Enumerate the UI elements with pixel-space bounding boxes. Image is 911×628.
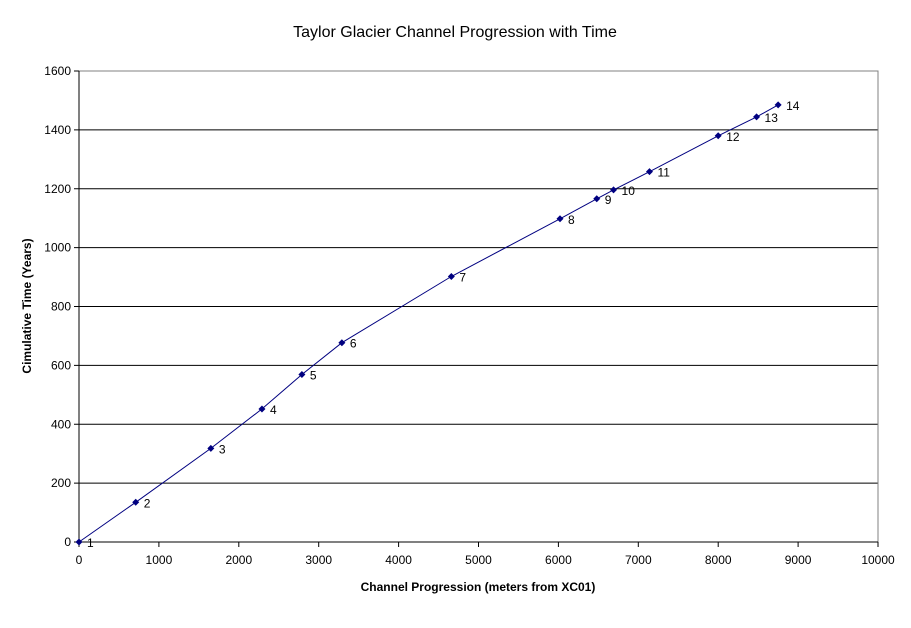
data-point-marker: [447, 272, 455, 280]
data-point-marker: [298, 371, 306, 379]
y-tick-label: 1200: [44, 182, 71, 196]
series-line: [78, 104, 779, 543]
y-tick-label: 0: [64, 535, 71, 549]
y-tick-label: 400: [51, 417, 71, 431]
data-point-marker: [75, 538, 83, 546]
x-tick-label: 4000: [385, 553, 412, 567]
data-point-label: 4: [270, 403, 277, 417]
x-tick-label: 5000: [465, 553, 492, 567]
data-point-label: 1: [87, 536, 94, 550]
x-tick-label: 1000: [146, 553, 173, 567]
data-point-marker: [774, 101, 782, 109]
x-tick-label: 0: [76, 553, 83, 567]
x-tick-label: 8000: [705, 553, 732, 567]
data-point-label: 11: [657, 166, 670, 180]
data-point-label: 10: [622, 184, 636, 198]
data-point-marker: [258, 405, 266, 413]
y-axis-label: Cimulative Time (Years): [20, 238, 34, 373]
data-point-marker: [593, 195, 601, 203]
data-point-marker: [132, 498, 140, 506]
data-point-label: 6: [350, 337, 357, 351]
x-tick-label: 2000: [225, 553, 252, 567]
data-point-label: 12: [726, 130, 740, 144]
y-tick-label: 800: [51, 300, 71, 314]
data-point-label: 5: [310, 369, 317, 383]
data-point-marker: [338, 339, 346, 347]
y-tick-label: 1000: [44, 241, 71, 255]
x-tick-label: 3000: [305, 553, 332, 567]
data-point-label: 14: [786, 99, 800, 113]
data-point-marker: [207, 444, 215, 452]
data-point-label: 8: [568, 213, 575, 227]
x-axis-label: Channel Progression (meters from XC01): [361, 580, 596, 594]
data-point-label: 9: [605, 193, 612, 207]
y-tick-label: 1600: [44, 64, 71, 78]
data-point-marker: [556, 215, 564, 223]
data-point-marker: [610, 186, 618, 194]
y-tick-label: 200: [51, 476, 71, 490]
chart-title: Taylor Glacier Channel Progression with …: [293, 24, 617, 41]
data-point-marker: [714, 132, 722, 140]
data-point-marker: [645, 168, 653, 176]
grid-layer: [79, 70, 878, 484]
data-point-label: 7: [459, 270, 466, 284]
x-tick-label: 7000: [625, 553, 652, 567]
x-tick-label: 6000: [545, 553, 572, 567]
x-tick-label: 10000: [861, 553, 895, 567]
data-point-label: 2: [144, 496, 151, 510]
y-tick-label: 600: [51, 358, 71, 372]
data-point-label: 13: [765, 111, 779, 125]
x-tick-label: 9000: [785, 553, 812, 567]
data-point-label: 3: [219, 442, 226, 456]
y-tick-label: 1400: [44, 123, 71, 137]
data-point-marker: [753, 113, 761, 121]
